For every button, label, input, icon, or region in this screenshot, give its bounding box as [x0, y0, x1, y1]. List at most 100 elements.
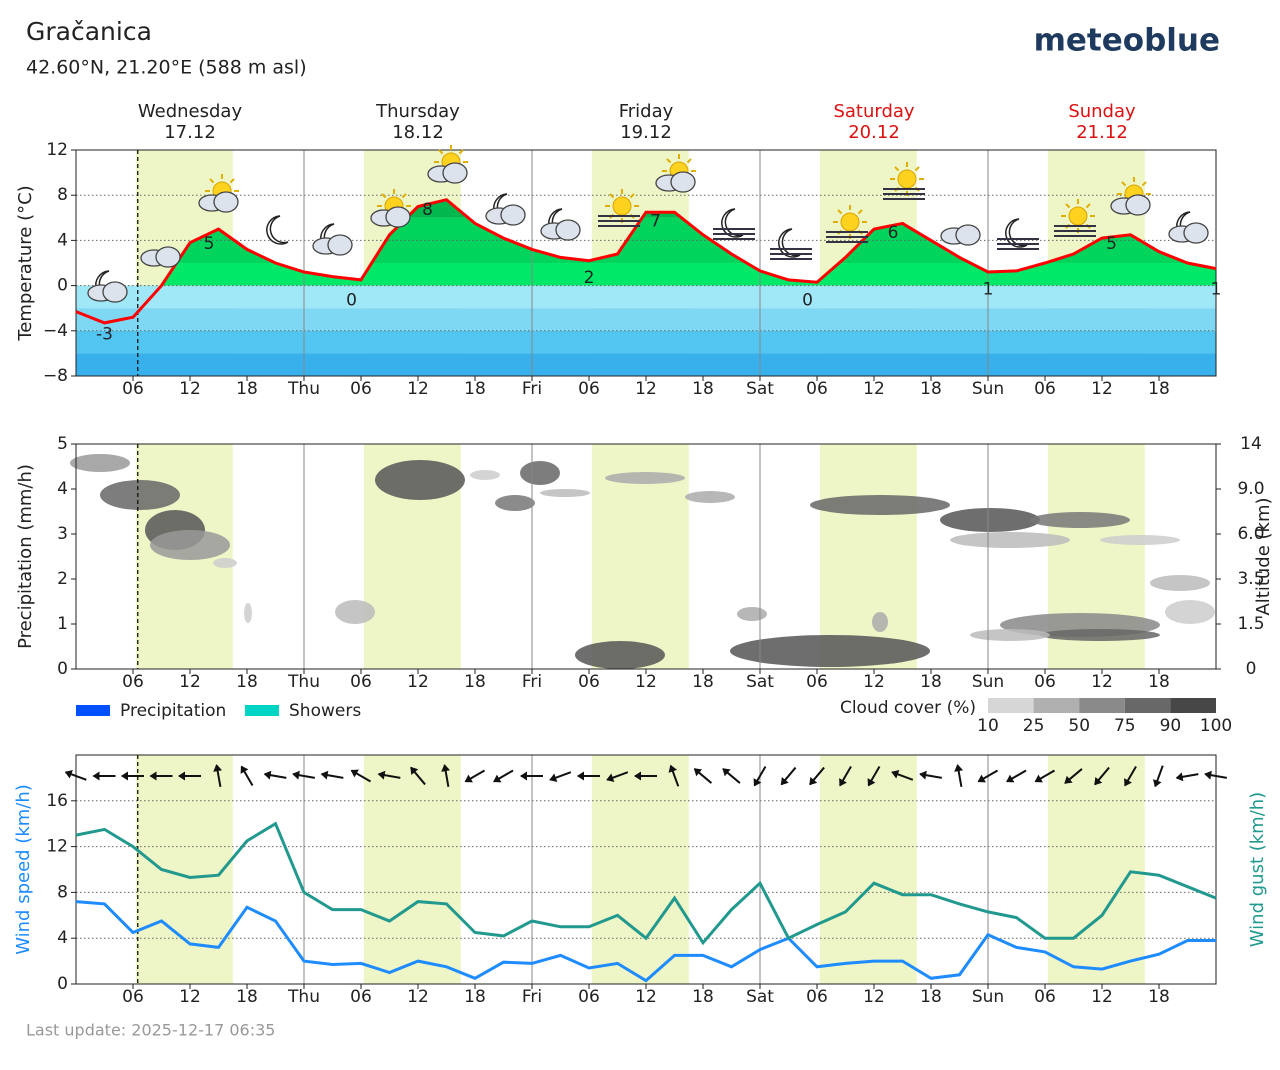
- x-tick-label: 18: [692, 987, 714, 1007]
- wind-arrow: [1006, 769, 1027, 783]
- x-tick-label: 12: [407, 987, 429, 1007]
- arrow-head: [240, 765, 249, 774]
- x-tick-label: Sat: [746, 987, 774, 1007]
- weather-icon: [87, 270, 128, 303]
- x-tick-label: 12: [1091, 379, 1113, 399]
- arrow-head: [839, 778, 847, 787]
- wind-arrow: [1064, 768, 1083, 784]
- sun-ray: [229, 178, 235, 184]
- sun-ray: [1065, 203, 1071, 209]
- cloud-blob: [470, 470, 500, 480]
- cloud-legend-tick: 10: [977, 716, 999, 736]
- x-tick-label: 06: [1034, 987, 1056, 1007]
- y-tick-label: 0: [57, 659, 68, 679]
- location-title: Gračanica: [26, 17, 152, 46]
- cloud-blob: [575, 641, 665, 669]
- cloud-legend-tick: 50: [1068, 716, 1090, 736]
- x-tick-label: Sat: [746, 672, 774, 692]
- daylight-band: [1047, 755, 1145, 984]
- day-name: Sunday: [1068, 101, 1136, 122]
- sun-ray: [609, 193, 615, 199]
- plot-2: 0 4 8 12 16 06 12 18 Thu 06 12 18 Fri 06 12 18 Sat 06 12 18…: [13, 754, 1268, 1007]
- daylight-band: [363, 755, 461, 984]
- cloud-legend-swatch: [1033, 698, 1080, 713]
- y2-tick-label: 9.0: [1237, 479, 1264, 499]
- x-tick-label: 06: [578, 379, 600, 399]
- logo: meteoblue: [1034, 23, 1220, 59]
- wind-arrow: [149, 771, 173, 781]
- wind-arrow: [121, 771, 144, 781]
- x-tick-label: Fri: [522, 379, 542, 399]
- y2-tick-label: 3.5: [1237, 569, 1264, 589]
- arrow-head: [441, 764, 451, 772]
- wind-arrow: [1153, 765, 1164, 788]
- arrow-head: [722, 768, 731, 777]
- day-date: 18.12: [392, 122, 444, 143]
- day-date: 21.12: [1076, 122, 1128, 143]
- cloud: [1183, 222, 1209, 244]
- weather-icon: [598, 189, 640, 227]
- arrow-head: [954, 764, 964, 772]
- x-tick-label: 18: [920, 379, 942, 399]
- plot-frame: [75, 754, 1217, 985]
- arrow-head: [493, 774, 502, 783]
- sun-ray: [1121, 181, 1127, 187]
- weather-icon: [485, 193, 526, 226]
- wind-arrow: [263, 770, 287, 780]
- cloud-legend-swatch: [988, 698, 1034, 713]
- cloud-blob: [940, 508, 1040, 532]
- temp-extreme-label: 7: [650, 212, 661, 232]
- wind-arrow: [919, 770, 943, 780]
- arrow-head: [121, 771, 128, 781]
- temp-extreme-label: 5: [1106, 234, 1117, 254]
- cloud: [670, 171, 696, 193]
- cloud-blob: [730, 635, 930, 667]
- wind-arrow: [64, 770, 87, 781]
- arrow-head: [668, 764, 678, 773]
- wind-arrow: [493, 769, 514, 783]
- cloud-blob: [100, 480, 180, 510]
- arrow-head: [693, 768, 703, 777]
- cloud-blob: [1030, 512, 1130, 528]
- sun-ray: [438, 149, 444, 155]
- cloud-blob: [1100, 535, 1180, 545]
- arrow-head: [464, 774, 473, 783]
- wind-arrow: [410, 766, 426, 786]
- arrow-head: [149, 771, 157, 781]
- arrow-head: [1034, 774, 1043, 783]
- x-tick-label: Fri: [522, 987, 542, 1007]
- y2-tick-label: 6.0: [1237, 524, 1264, 544]
- cloud: [155, 246, 181, 268]
- y2-axis-label: Wind gust (km/h): [1247, 792, 1268, 947]
- arrow-head: [292, 770, 300, 780]
- sun: [840, 212, 860, 232]
- weather-icon: [427, 145, 468, 184]
- cloud: [213, 191, 239, 213]
- daylight-band: [819, 755, 917, 984]
- plot-frame: [75, 443, 1217, 670]
- x-tick-label: 18: [464, 379, 486, 399]
- cloud-legend-swatch: [1079, 698, 1125, 713]
- arrow-head: [577, 771, 584, 781]
- arrow-head: [1094, 776, 1103, 786]
- sun-ray: [629, 193, 635, 199]
- x-tick-label: 06: [578, 672, 600, 692]
- arrow-head: [320, 770, 329, 780]
- day-date: 20.12: [848, 122, 900, 143]
- cloud-blob: [1165, 600, 1215, 624]
- x-tick-label: 06: [578, 987, 600, 1007]
- weather-icon: [770, 228, 812, 260]
- cloud: [442, 162, 468, 184]
- arrow-head: [867, 778, 876, 787]
- x-tick-label: 12: [179, 987, 201, 1007]
- day-date: 17.12: [164, 122, 216, 143]
- wind-arrow: [292, 770, 316, 780]
- sun-ray: [209, 178, 215, 184]
- day-name: Wednesday: [138, 101, 243, 122]
- day-name: Friday: [619, 101, 674, 122]
- arrow-head: [1124, 778, 1132, 787]
- x-tick-label: 18: [920, 672, 942, 692]
- sun-ray: [381, 193, 387, 199]
- day-date: 19.12: [620, 122, 672, 143]
